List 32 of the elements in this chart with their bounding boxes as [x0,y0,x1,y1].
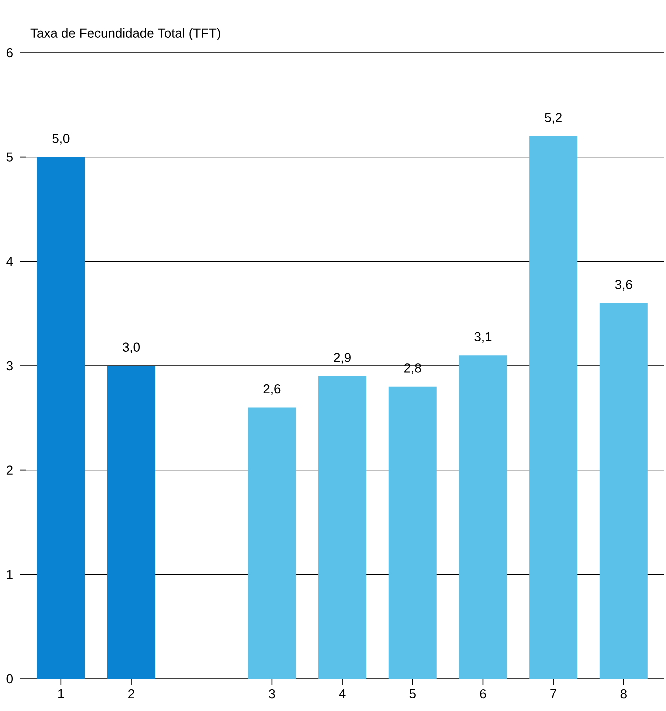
y-tick-label: 0 [6,674,14,684]
data-label: 3,0 [123,342,140,354]
x-tick-label: 8 [620,689,627,699]
data-label: 2,9 [334,353,351,364]
x-tick-label: 3 [269,689,276,699]
bar [600,303,648,679]
x-tick-label: 1 [58,690,64,698]
data-label: 5,0 [52,134,70,145]
x-tick-label: 2 [128,689,134,699]
y-tick-label: 6 [6,48,13,58]
bar [248,408,296,679]
data-label: 2,6 [264,384,281,396]
x-tick-label: 5 [410,690,416,699]
y-tick-label: 3 [6,361,13,371]
y-tick-label: 5 [6,152,13,162]
y-tick-label: 4 [6,257,14,266]
bar [318,376,367,679]
bar [108,366,156,679]
data-label: 3,1 [474,332,492,344]
x-tick-label: 7 [550,690,557,698]
bar [459,356,508,679]
x-tick-label: 4 [339,690,346,698]
chart-title: Taxa de Fecundidade Total (TFT) [30,28,220,41]
bar [388,386,437,679]
data-label: 2,8 [404,364,422,374]
y-tick-label: 1 [7,570,13,580]
x-tick-label: 6 [480,689,486,699]
y-tick-label: 2 [6,466,13,475]
data-label: 5,2 [545,113,562,124]
bar [530,136,578,679]
bar [37,157,86,679]
data-label: 3,6 [615,280,632,291]
